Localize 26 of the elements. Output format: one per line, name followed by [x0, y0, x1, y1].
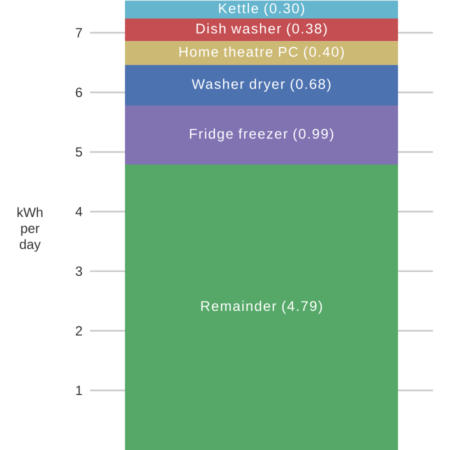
data-label: (4.79) [282, 300, 322, 314]
bar [124, 41, 398, 65]
series-label: Kettle [219, 3, 258, 14]
series-label: Washer dryer [192, 78, 285, 92]
series-label: Home theatre PC [180, 46, 298, 57]
bar [124, 105, 398, 164]
series-label: Remainder [201, 300, 276, 312]
y-tick-label: 2 [76, 326, 82, 336]
bar [124, 164, 398, 450]
data-label: (0.38) [286, 23, 327, 36]
series-label: Fridge freezer [190, 128, 288, 142]
y-tick-label: 3 [76, 266, 82, 276]
bar [124, 64, 398, 106]
series-label: Dish washer [196, 23, 281, 34]
data-label: (0.99) [294, 128, 334, 142]
y-axis-title: kWh per day [18, 207, 42, 252]
data-label: (0.40) [304, 46, 344, 60]
y-tick-label: 5 [76, 147, 82, 157]
data-label: (0.68) [290, 78, 330, 92]
bar [124, 18, 398, 42]
y-tick-label: 7 [76, 28, 82, 38]
y-tick-label: 1 [76, 386, 82, 395]
y-tick-label: 4 [76, 206, 82, 216]
bar [124, 0, 398, 18]
data-label: (0.30) [264, 3, 304, 16]
y-tick-label: 6 [76, 88, 82, 98]
